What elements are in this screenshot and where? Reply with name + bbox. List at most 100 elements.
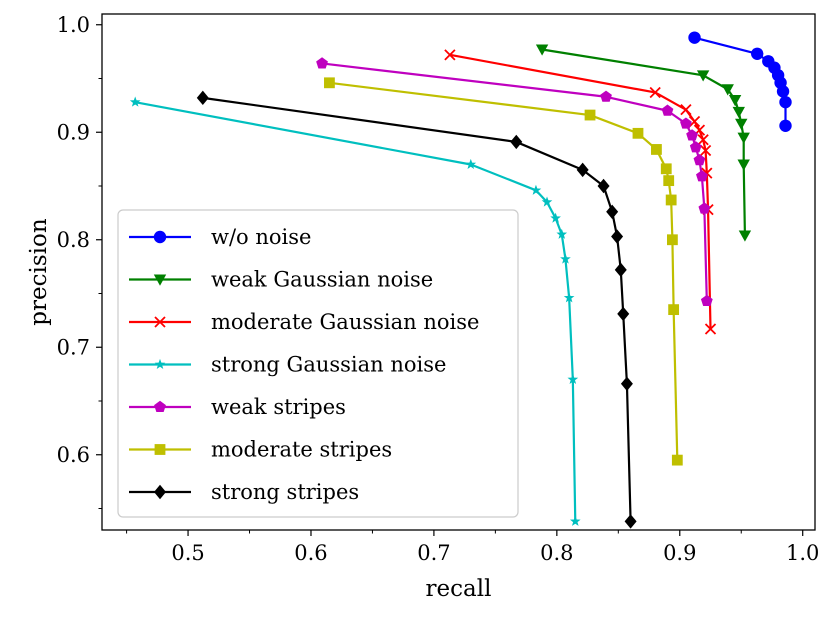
data-point [663,175,675,187]
series-2 [444,49,717,335]
legend-entry: strong stripes [129,480,359,504]
series-line [134,101,577,522]
data-point [465,158,477,170]
series-line [202,96,632,522]
data-point [699,144,712,157]
data-point [751,47,764,60]
data-point [686,129,698,141]
legend-label: weak Gaussian noise [211,268,433,292]
data-point [530,184,542,195]
data-point [444,49,456,61]
legend-marker [154,400,166,413]
series-line [321,62,708,302]
data-point [689,141,702,153]
data-point [693,154,706,166]
y-tick-label: 0.7 [57,335,90,359]
data-point [696,170,708,182]
data-point [696,70,710,82]
data-point [728,95,742,107]
x-tick-label: 0.8 [540,541,573,565]
legend-label: strong Gaussian noise [211,353,446,377]
series-6 [196,90,637,529]
legend-box [117,209,519,518]
data-point [697,134,709,146]
data-point [324,77,335,89]
legend-marker [154,316,166,328]
x-tick-label: 0.6 [294,541,327,565]
legend-label: moderate Gaussian noise [211,310,479,334]
data-point [196,90,209,106]
data-point [129,96,141,107]
x-tick-label: 0.7 [417,541,450,565]
data-point [665,194,677,206]
legend-entry: moderate stripes [129,438,392,462]
data-point [738,230,752,242]
data-point [600,90,612,102]
x-tick-label: 1.0 [786,541,819,565]
series-5 [324,77,683,466]
y-tick-label: 0.6 [57,443,90,467]
legend-label: moderate stripes [211,438,392,462]
data-point [535,44,549,56]
data-point [688,115,701,128]
legend-marker [153,274,167,286]
data-point [563,292,575,303]
data-point [660,163,672,175]
legend-entry: w/o noise [129,225,311,249]
data-point [649,86,661,99]
series-0 [688,31,792,132]
legend-label: w/o noise [211,225,311,249]
data-point [700,294,713,307]
data-point [556,228,568,239]
plot-frame [101,13,816,531]
legend-entry: strong Gaussian noise [129,353,446,377]
x-tick-label: 0.5 [171,541,204,565]
data-point [776,85,790,98]
data-point [550,212,561,223]
data-point [735,118,748,130]
data-point [624,514,637,529]
data-point [661,104,674,116]
ticks-layer: 0.5 0.6 0.7 0.8 0.9 1.0 0.6 0.7 0.8 0.9 1.0 [57,13,820,565]
y-tick-label: 0.9 [57,120,90,144]
data-point [567,373,579,385]
data-point [779,95,792,109]
data-point [510,134,523,150]
y-axis-label: precision [26,218,52,326]
data-point [606,204,619,219]
data-point [737,132,750,144]
series-1 [535,44,752,242]
data-point [576,162,589,178]
data-point [584,109,596,121]
legend-label: weak stripes [211,395,346,419]
y-tick-label: 0.8 [57,228,90,252]
data-point [732,106,745,119]
legend-marker [153,230,167,244]
legend-marker [154,358,166,370]
data-point [614,262,627,278]
legend-entry: moderate Gaussian noise [129,310,479,334]
legend-entry: weak Gaussian noise [129,268,433,292]
series-line [449,53,712,330]
legend-marker [154,444,166,455]
legend-entry: weak stripes [129,395,346,419]
data-point [668,304,680,316]
data-point [597,178,610,194]
data-point [617,306,630,322]
data-point [680,104,692,116]
data-point [569,515,581,526]
data-point [698,202,711,214]
series-3 [129,96,581,526]
series-layer [129,31,792,529]
data-point [620,376,633,391]
legend-label: strong stripes [211,480,359,504]
series-4 [316,57,713,307]
data-point [632,127,644,139]
legend-marker [154,484,166,500]
data-point [671,454,683,466]
data-point [651,144,662,155]
data-point [667,234,678,246]
legend: w/o noise weak Gaussian noise moderate Gau… [117,209,519,518]
data-point [737,159,750,171]
data-point [721,84,734,96]
